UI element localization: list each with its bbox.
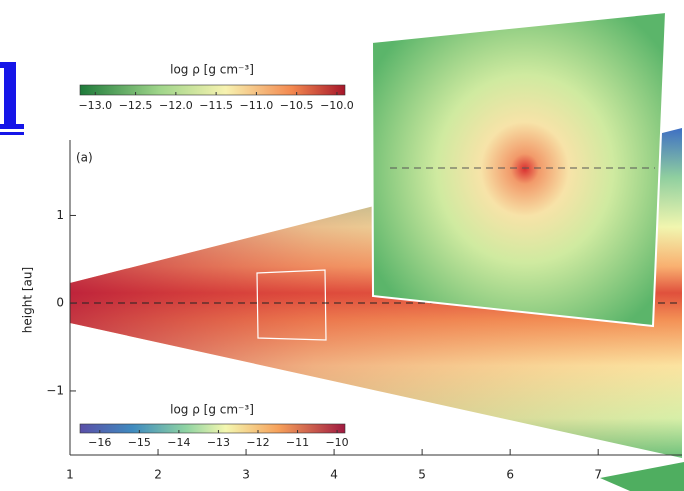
colorbar-label: log ρ [g cm⁻³] <box>170 403 254 417</box>
colorbar-tick-label: −15 <box>128 436 151 449</box>
x-tick-label: 4 <box>330 468 338 482</box>
panel-label: (a) <box>76 151 93 165</box>
colorbar-tick-label: −16 <box>88 436 111 449</box>
zoom-inset <box>370 10 668 328</box>
colorbar-tick-label: −10.0 <box>320 99 354 112</box>
colorbar-tick-label: −12.5 <box>119 99 153 112</box>
colorbar-tick-label: −11 <box>286 436 309 449</box>
x-tick-label: 6 <box>506 468 514 482</box>
y-axis-label: height [au] <box>21 267 35 333</box>
x-tick-label: 1 <box>66 468 74 482</box>
colorbar-tick-label: −12.0 <box>159 99 193 112</box>
x-tick-label: 3 <box>242 468 250 482</box>
colorbar-tick-label: −10 <box>325 436 348 449</box>
plot-frame <box>69 140 682 456</box>
colorbar-tick-label: −11.5 <box>199 99 233 112</box>
colorbar: log ρ [g cm⁻³] −16 −15 −14 −13 −12 −11 −10 <box>79 403 349 449</box>
colorbar-label: log ρ [g cm⁻³] <box>170 63 254 77</box>
colorbar-tick-label: −13.0 <box>78 99 112 112</box>
x-tick-label: 5 <box>418 468 426 482</box>
colorbar: log ρ [g cm⁻³] −13.0 −12.5 −12.0 −11.5 −11.0… <box>78 63 353 113</box>
colorbar-tick-label: −14 <box>167 436 190 449</box>
colorbar-tick-label: −10.5 <box>280 99 314 112</box>
colorbar-tick-label: −12 <box>246 436 269 449</box>
y-tick-label: 1 <box>56 208 64 222</box>
x-tick-label: 7 <box>594 468 602 482</box>
y-tick-label: −1 <box>46 383 64 397</box>
x-tick-label: 2 <box>154 468 162 482</box>
colorbar-tick-label: −13 <box>207 436 230 449</box>
colorbar-tick-label: −11.0 <box>240 99 274 112</box>
y-tick-label: 0 <box>56 296 64 310</box>
clipped-glyph <box>0 62 24 135</box>
inset-sliver <box>600 462 684 491</box>
